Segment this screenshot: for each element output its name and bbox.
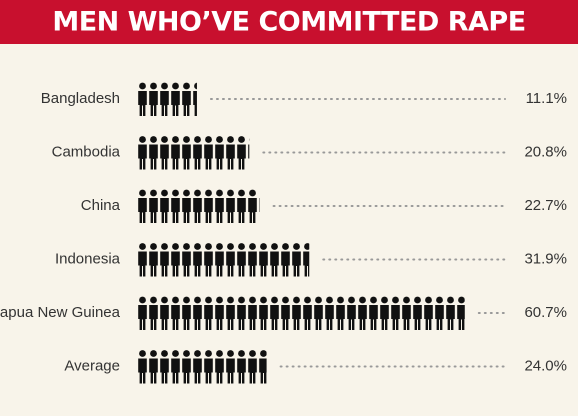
category-label: Cambodia: [52, 143, 121, 160]
value-label: 24.0%: [524, 357, 567, 374]
category-label: Indonesia: [55, 250, 121, 267]
value-label: 20.8%: [524, 143, 567, 160]
category-label: Papua New Guinea: [0, 304, 121, 321]
category-label: China: [81, 197, 121, 214]
pictogram-bar: [137, 242, 310, 277]
pictogram-bar: [137, 82, 197, 116]
pictogram-bar: [137, 296, 465, 330]
chart-title: MEN WHO’VE COMMITTED RAPE: [52, 7, 525, 38]
header-band: [0, 0, 578, 44]
value-label: 11.1%: [526, 90, 567, 107]
pictogram-bar: [137, 349, 267, 384]
value-label: 31.9%: [524, 250, 567, 267]
value-label: 22.7%: [524, 197, 567, 214]
value-label: 60.7%: [524, 304, 567, 321]
pictogram-bar: [137, 189, 260, 223]
category-label: Bangladesh: [41, 90, 120, 107]
category-label: Average: [64, 357, 120, 374]
pictogram-bar: [137, 135, 250, 170]
